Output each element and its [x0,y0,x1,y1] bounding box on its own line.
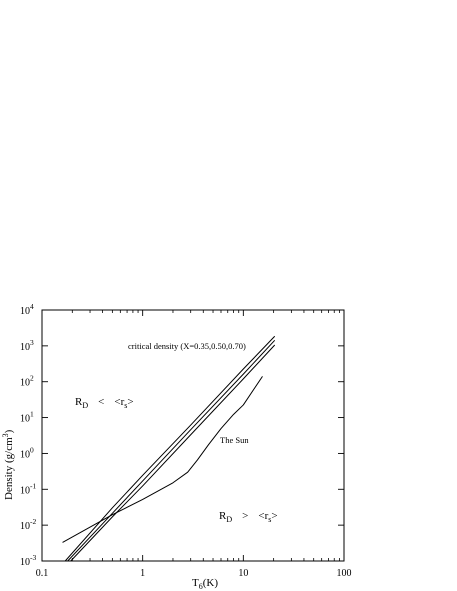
y-tick-label: 101 [20,410,34,425]
y-tick-label: 103 [20,338,34,353]
series-line-1 [64,335,276,562]
region-label-low: RD < <rs> [75,396,134,410]
x-axis-ticks: 0.1 1 10 100 [36,310,352,579]
x-tick-label: 100 [337,568,352,579]
critical-density-label: critical density (X=0.35,0.50,0.70) [128,341,246,351]
y-tick-label: 100 [20,445,34,460]
sun-label: The Sun [220,435,249,445]
plot-frame [41,309,345,562]
region-label-high: RD > <rs> [219,510,278,524]
y-axis-label: Density (g/cm3) [1,429,15,500]
series-line-4 [62,376,263,543]
y-tick-label: 104 [20,302,34,317]
x-tick-label: 0.1 [36,568,49,579]
plot-area [41,309,345,562]
series-layer [62,335,276,562]
y-tick-label: 10-3 [20,553,36,568]
y-tick-label: 10-1 [20,481,36,496]
y-tick-label: 10-2 [20,517,36,532]
series-line-3 [70,344,276,562]
y-tick-label: 102 [20,374,34,389]
x-tick-label: 10 [238,568,248,579]
x-tick-label: 1 [140,568,145,579]
y-axis-ticks: 10-3 10-2 10-1 100 101 102 103 104 [20,302,344,568]
x-axis-label: T6(K) [192,577,218,591]
series-line-2 [67,339,276,562]
